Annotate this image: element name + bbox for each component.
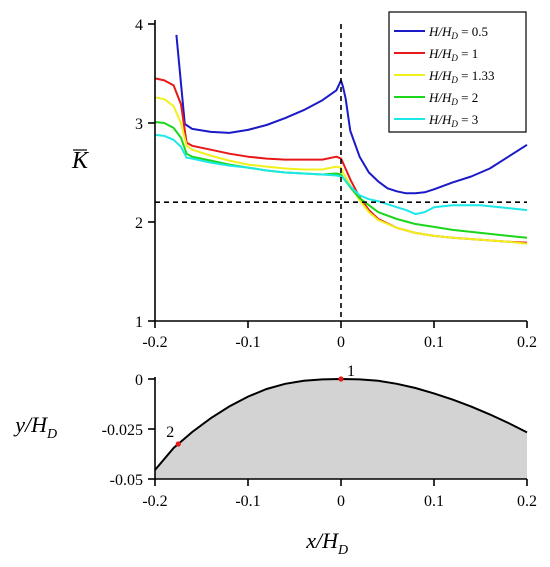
- top-chart: -0.2 -0.1 0 0.1 0.2 1 2 3 4 K H/HD = 0.5 H/HD = 1…: [71, 11, 537, 351]
- bottom-y-tick-label: -0.05: [110, 472, 143, 489]
- profile-point-label-1: 1: [347, 363, 355, 380]
- legend-label-5: H/HD = 3: [428, 112, 478, 129]
- bottom-x-tick-label: 0: [337, 493, 345, 510]
- profile-point-2: [175, 441, 181, 447]
- series-line-3: [154, 96, 528, 245]
- profile-points: 12: [166, 363, 355, 447]
- top-x-tick-label: 0.2: [517, 334, 537, 351]
- svg-text:y/H: y/H: [13, 412, 48, 437]
- profile-point-label-2: 2: [166, 424, 174, 441]
- bottom-x-tick-label: 0.1: [424, 493, 444, 510]
- bottom-y-axis-label: y/H D: [13, 412, 57, 442]
- top-series-lines: [154, 34, 528, 245]
- svg-text:x/H: x/H: [305, 528, 339, 553]
- top-y-tick-label: 1: [135, 314, 143, 331]
- svg-text:D: D: [46, 427, 57, 442]
- svg-text:D: D: [337, 543, 348, 558]
- bottom-ticks: -0.2 -0.1 0 0.1 0.2 0 -0.025 -0.05: [102, 372, 537, 510]
- bottom-chart: -0.2 -0.1 0 0.1 0.20-0.025-0.05 12 y/H D x/H…: [13, 363, 537, 558]
- profile-point-1: [338, 376, 344, 382]
- bottom-x-tick-label: -0.1: [235, 493, 260, 510]
- top-x-tick-label: 0.1: [424, 334, 444, 351]
- top-y-tick-label: 2: [135, 215, 143, 232]
- top-ticks: -0.2 -0.1 0 0.1 0.2 1 2 3 4: [135, 17, 537, 351]
- top-x-tick-label: -0.2: [142, 334, 167, 351]
- legend-label-2: H/HD = 1: [428, 46, 478, 63]
- profile-fill: [155, 379, 527, 479]
- top-y-tick-label: 3: [135, 116, 143, 133]
- series-line-5: [154, 133, 528, 216]
- legend-label-3: H/HD = 1.33: [428, 68, 494, 85]
- bottom-y-tick-label: -0.025: [102, 422, 143, 439]
- series-line-4: [154, 121, 528, 239]
- bottom-x-axis-label: x/H D: [305, 528, 348, 558]
- legend: H/HD = 0.5 H/HD = 1 H/HD = 1.33 H/HD = 2 H/H…: [388, 11, 527, 133]
- top-y-axis-label: K: [71, 148, 90, 174]
- series-line-1: [175, 34, 528, 195]
- top-x-tick-label: -0.1: [235, 334, 260, 351]
- bottom-x-tick-label: 0.2: [517, 493, 537, 510]
- legend-label-4: H/HD = 2: [428, 90, 478, 107]
- top-ylabel-text: K: [71, 148, 90, 174]
- bottom-y-tick-label: 0: [135, 372, 143, 389]
- bottom-x-tick-label: -0.2: [142, 493, 167, 510]
- top-x-tick-label: 0: [337, 334, 345, 351]
- top-y-tick-label: 4: [135, 17, 143, 34]
- legend-label-1: H/HD = 0.5: [428, 24, 488, 41]
